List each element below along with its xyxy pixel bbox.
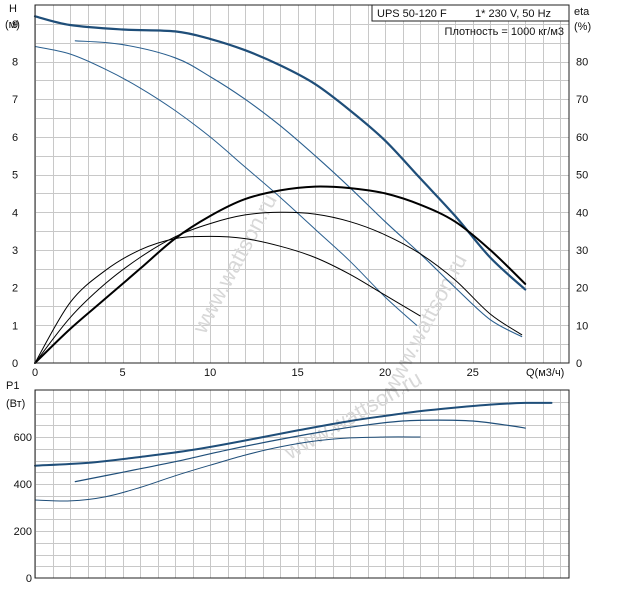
power-plot-frame	[34, 389, 570, 579]
power-tick-label: 400	[14, 479, 32, 491]
head-speed-3-curve	[33, 15, 527, 291]
y-tick-label-left: 0	[12, 358, 18, 370]
head-eta-curves	[33, 15, 527, 364]
y-tick-label-right: 20	[576, 283, 588, 295]
y-tick-label-right: 30	[576, 245, 588, 257]
x-tick-label: 25	[467, 367, 479, 379]
y-tick-label-right: 60	[576, 132, 588, 144]
tick-labels: 0 5 10 15 20 25 0 1 2 3 4 5 6 7 8 9 0 10 20 30 40 50 60 70 80 0 20…	[12, 19, 588, 585]
power-tick-label: 600	[14, 432, 32, 444]
head-grid	[35, 5, 569, 363]
y-tick-label-left: 5	[12, 170, 18, 182]
power-tick-label: 200	[14, 526, 32, 538]
x-axis-title: Q(м3/ч)	[526, 367, 564, 379]
y-tick-label-left: 6	[12, 132, 18, 144]
x-tick-label: 5	[119, 367, 125, 379]
title-box	[371, 4, 570, 22]
eta-speed-2-curve	[34, 211, 523, 364]
y-tick-label-left: 9	[12, 19, 18, 31]
x-tick-label: 15	[291, 367, 303, 379]
y-axis-title-left: H	[9, 3, 17, 15]
p1-speed-2-curve	[74, 419, 526, 483]
y-axis-title-right: eta	[574, 6, 590, 18]
power-curves	[34, 401, 553, 502]
y-tick-label-left: 1	[12, 320, 18, 332]
x-tick-label: 0	[32, 367, 38, 379]
head-speed-2-curve	[74, 40, 523, 338]
y-tick-label-right: 80	[576, 57, 588, 69]
y-tick-label-left: 8	[12, 57, 18, 69]
watermark: www.wattson.ru	[187, 190, 282, 339]
x-tick-label: 10	[204, 367, 216, 379]
y-tick-label-left: 4	[12, 207, 18, 219]
power-axis-unit: (Вт)	[6, 398, 25, 410]
p1-speed-1-curve	[34, 436, 421, 502]
x-tick-label: 20	[379, 367, 391, 379]
y-tick-label-left: 3	[12, 245, 18, 257]
eta-speed-3-curve	[34, 185, 527, 364]
y-tick-label-right: 50	[576, 170, 588, 182]
y-tick-label-right: 40	[576, 207, 588, 219]
y-tick-label-left: 7	[12, 94, 18, 106]
y-tick-label-right: 70	[576, 94, 588, 106]
y-tick-label-left: 2	[12, 283, 18, 295]
y-tick-label-right: 0	[576, 358, 582, 370]
y-axis-unit-right: (%)	[574, 21, 591, 33]
power-tick-label: 0	[26, 573, 32, 585]
supply-label: 1* 230 V, 50 Hz	[475, 8, 551, 20]
y-axis-unit-left: (м)	[5, 19, 20, 31]
power-grid	[35, 390, 569, 578]
y-tick-label-right: 10	[576, 320, 588, 332]
p1-speed-3-curve	[34, 401, 553, 467]
density-label: Плотность = 1000 кг/м3	[445, 26, 564, 38]
power-axis-title: P1	[6, 380, 19, 392]
head-plot-frame	[34, 4, 570, 364]
chart-title: UPS 50-120 F	[377, 8, 447, 20]
head-speed-1-curve	[34, 46, 418, 326]
eta-speed-1-curve	[34, 235, 421, 364]
